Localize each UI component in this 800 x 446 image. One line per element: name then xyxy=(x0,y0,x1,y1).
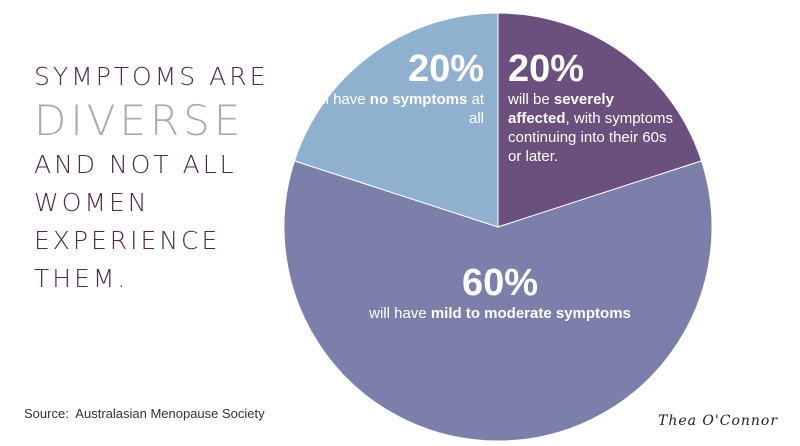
slice-label-mild: 60% will have mild to moderate symptoms xyxy=(300,262,700,323)
slice-label-severe: 20% will be severely affected, with symp… xyxy=(508,48,708,166)
headline-line-6: THEM. xyxy=(34,264,129,293)
slice-desc-mild: will have mild to moderate symptoms xyxy=(369,305,631,322)
headline-emphasis: DIVERSE xyxy=(34,96,245,145)
slice-desc-no-symptoms: will have no symptoms at all xyxy=(308,91,484,127)
author-signature: Thea O'Connor xyxy=(658,413,779,429)
pie-slice-mild xyxy=(283,160,713,442)
source-note: Source: Australasian Menopause Society xyxy=(24,406,265,421)
headline-line-3: AND NOT ALL xyxy=(34,150,237,179)
pie-slice-severe xyxy=(497,12,703,228)
slice-percent-mild: 60% xyxy=(461,262,539,304)
pie-slice-no-symptoms xyxy=(293,12,499,228)
slice-percent-no-symptoms: 20% xyxy=(407,48,484,90)
headline: SYMPTOMS ARE DIVERSE AND NOT ALL WOMEN E… xyxy=(34,58,294,298)
slice-percent-severe: 20% xyxy=(508,48,585,90)
slice-desc-severe: will be severely affected, with symptoms… xyxy=(508,91,674,165)
slice-label-no-symptoms: 20% will have no symptoms at all xyxy=(300,48,484,128)
headline-line-4: WOMEN xyxy=(34,188,150,217)
headline-line-1: SYMPTOMS ARE xyxy=(34,62,269,91)
headline-line-5: EXPERIENCE xyxy=(34,226,221,255)
